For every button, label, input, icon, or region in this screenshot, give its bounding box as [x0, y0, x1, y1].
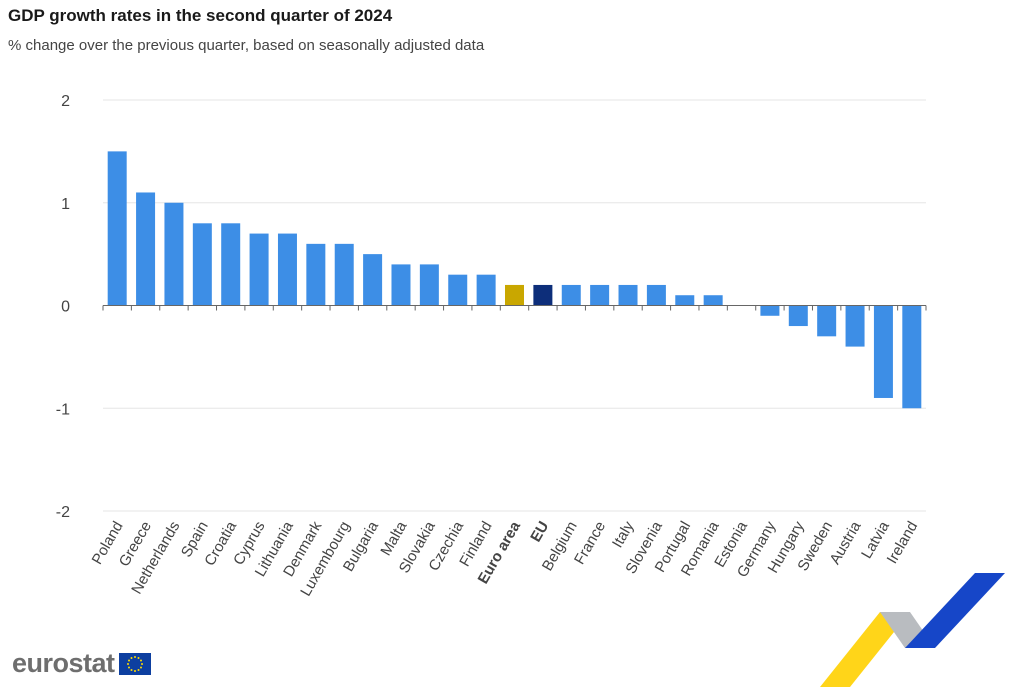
bar-croatia[interactable]	[221, 223, 241, 306]
bar-germany[interactable]	[760, 305, 780, 316]
bar-hungary[interactable]	[788, 305, 808, 327]
bar-belgium[interactable]	[561, 284, 581, 306]
bar-malta[interactable]	[391, 264, 411, 306]
x-tick-label: EU	[527, 519, 552, 546]
y-tick-label: -2	[56, 504, 70, 521]
bar-slovakia[interactable]	[419, 264, 439, 306]
bar-lithuania[interactable]	[277, 233, 297, 306]
chart-subtitle: % change over the previous quarter, base…	[8, 37, 485, 54]
chart-title: GDP growth rates in the second quarter o…	[8, 6, 393, 25]
bar-cyprus[interactable]	[249, 233, 269, 306]
bar-austria[interactable]	[845, 305, 865, 347]
bar-portugal[interactable]	[675, 295, 695, 306]
bar-bulgaria[interactable]	[363, 254, 383, 306]
bar-eu[interactable]	[533, 284, 553, 306]
logo-text: eurostat	[12, 648, 115, 678]
bar-latvia[interactable]	[873, 305, 893, 398]
bar-slovenia[interactable]	[646, 284, 666, 306]
bar-romania[interactable]	[703, 295, 723, 306]
bar-ireland[interactable]	[902, 305, 922, 409]
bar-euro-area[interactable]	[505, 284, 524, 306]
bar-finland[interactable]	[476, 274, 496, 306]
y-tick-label: 2	[61, 93, 70, 110]
y-tick-label: 1	[61, 196, 70, 213]
bar-luxembourg[interactable]	[334, 243, 354, 306]
x-tick-label: Italy	[609, 518, 638, 551]
y-tick-label: -1	[56, 401, 70, 418]
bar-spain[interactable]	[192, 223, 212, 306]
bar-france[interactable]	[590, 284, 610, 306]
decorative-ribbon	[820, 573, 1005, 687]
eu-flag-icon	[118, 652, 151, 675]
eurostat-logo: eurostat	[12, 648, 151, 679]
bar-sweden[interactable]	[817, 305, 837, 337]
bar-poland[interactable]	[107, 151, 127, 306]
bar-greece[interactable]	[136, 192, 156, 306]
y-tick-label: 0	[61, 299, 70, 316]
bar-denmark[interactable]	[306, 243, 326, 306]
bar-italy[interactable]	[618, 284, 638, 306]
bar-czechia[interactable]	[448, 274, 468, 306]
bar-netherlands[interactable]	[164, 202, 184, 306]
